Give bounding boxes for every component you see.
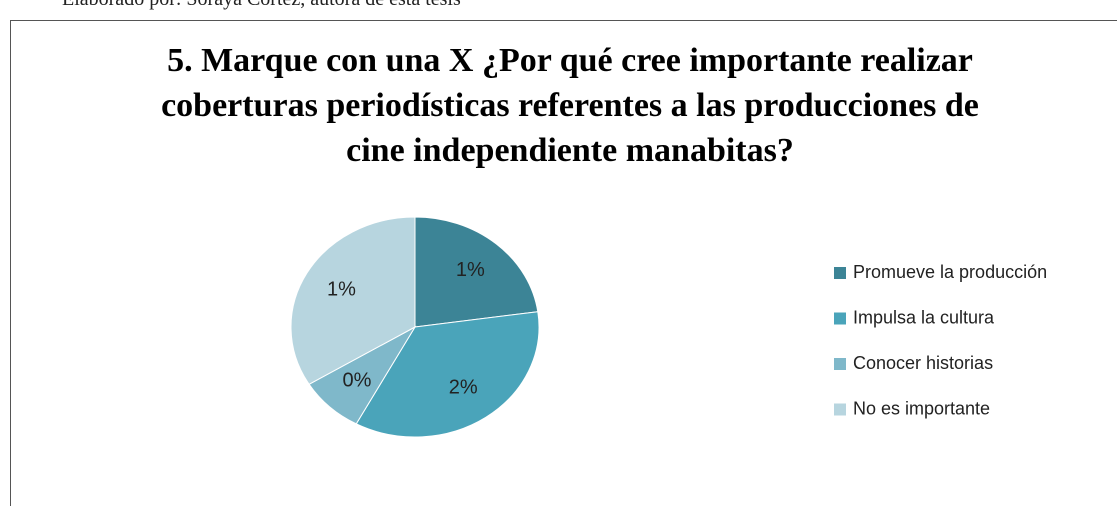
pie-slice [414, 216, 539, 328]
chart-title: 5. Marque con una X ¿Por qué cree import… [161, 42, 979, 169]
data-label: 0% [343, 370, 372, 392]
data-label: 2% [449, 377, 478, 399]
chart-frame [10, 20, 1117, 506]
pie-slice [290, 216, 416, 385]
legend-swatch [834, 403, 846, 416]
legend-label: Promueve la producción [853, 262, 1047, 282]
legend-label: Conocer historias [853, 353, 993, 373]
legend-swatch [834, 358, 846, 370]
legend-label: No es importante [853, 398, 990, 418]
legend-label: Impulsa la cultura [853, 307, 995, 327]
data-label: 1% [327, 279, 356, 301]
pie-slice [355, 311, 540, 438]
data-label: 1% [456, 259, 485, 281]
source-note: Elaborado por: Soraya Cortez, autora de … [62, 0, 461, 11]
legend-swatch [834, 312, 846, 325]
legend-swatch [834, 267, 846, 279]
